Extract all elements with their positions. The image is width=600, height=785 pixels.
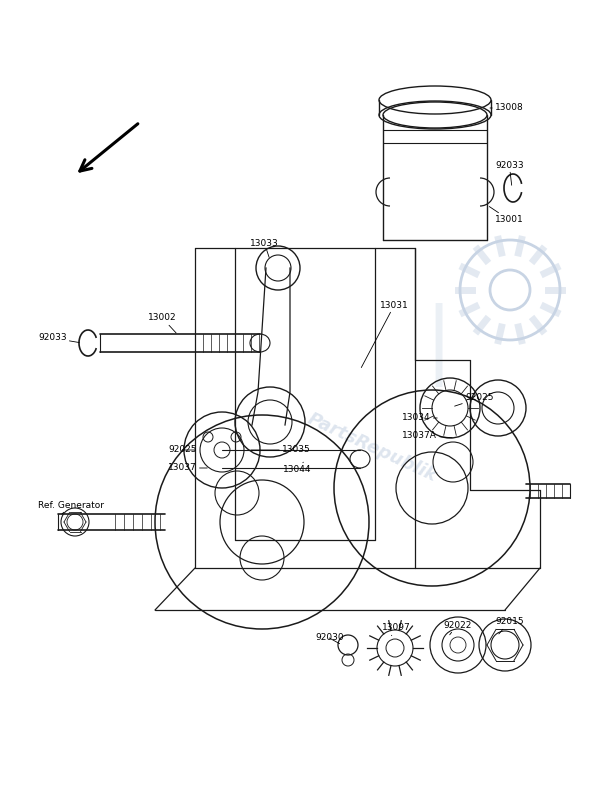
Text: 92030: 92030 [315,633,344,644]
Text: 13097: 13097 [382,623,411,636]
Text: 92033: 92033 [495,160,524,185]
Text: Ref. Generator: Ref. Generator [38,501,104,514]
Text: 92033: 92033 [38,334,79,342]
Text: 13031: 13031 [361,301,409,367]
Text: 13035: 13035 [251,446,311,455]
Text: 13033: 13033 [250,239,279,257]
Text: |: | [424,303,452,388]
Text: 92025: 92025 [455,393,493,406]
Text: 13044: 13044 [283,462,311,474]
Text: 13001: 13001 [490,206,524,225]
Text: 13008: 13008 [490,104,524,112]
Text: 92025: 92025 [168,446,197,455]
Text: 92022: 92022 [443,620,472,635]
Text: PartsRepublik: PartsRepublik [304,410,440,485]
Text: 13037: 13037 [168,463,207,473]
Text: 13002: 13002 [148,313,176,333]
Text: 13037A: 13037A [402,430,452,440]
Text: 13034: 13034 [402,414,437,422]
Text: 92015: 92015 [495,618,524,634]
